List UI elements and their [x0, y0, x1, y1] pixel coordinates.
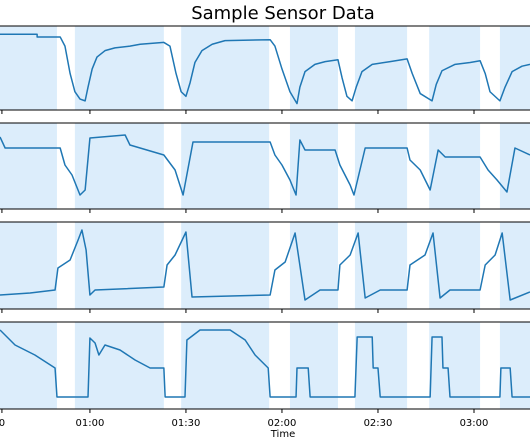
shaded-span — [0, 222, 57, 309]
shaded-span — [74, 26, 164, 110]
x-tick-label: 02:30 — [364, 418, 393, 429]
shaded-span — [499, 123, 530, 209]
x-tick-label: 0 — [0, 418, 5, 429]
data-line — [0, 33, 530, 105]
shaded-span — [0, 26, 57, 110]
x-tick-label: 02:00 — [268, 418, 297, 429]
shaded-span — [181, 222, 270, 309]
shaded-span — [429, 123, 481, 209]
chart-title: Sample Sensor Data — [191, 3, 375, 24]
shaded-span — [354, 322, 408, 409]
shaded-span — [289, 322, 338, 409]
shaded-span — [289, 26, 338, 110]
shaded-span — [429, 322, 481, 409]
shaded-span — [0, 322, 57, 409]
shaded-span — [429, 222, 481, 309]
shaded-span — [499, 222, 530, 309]
shaded-span — [354, 123, 408, 209]
shaded-span — [289, 123, 338, 209]
shaded-span — [354, 26, 408, 110]
shaded-span — [181, 322, 270, 409]
shaded-span — [181, 123, 270, 209]
data-line — [0, 329, 530, 398]
data-line — [0, 134, 530, 196]
axes-frame — [0, 321, 530, 410]
shaded-span — [354, 222, 408, 309]
x-tick-label: 03:00 — [460, 418, 489, 429]
data-line — [0, 229, 530, 301]
shaded-span — [289, 222, 338, 309]
x-axis-label: Time — [270, 429, 295, 440]
shaded-span — [74, 222, 164, 309]
shaded-span — [0, 123, 57, 209]
shaded-span — [429, 26, 481, 110]
shaded-span — [499, 26, 530, 110]
axes-frame — [0, 25, 530, 111]
axes-frame — [0, 122, 530, 210]
x-tick-label: 01:30 — [172, 418, 201, 429]
x-tick-label: 01:00 — [76, 418, 105, 429]
shaded-span — [499, 322, 530, 409]
axes-frame — [0, 221, 530, 310]
